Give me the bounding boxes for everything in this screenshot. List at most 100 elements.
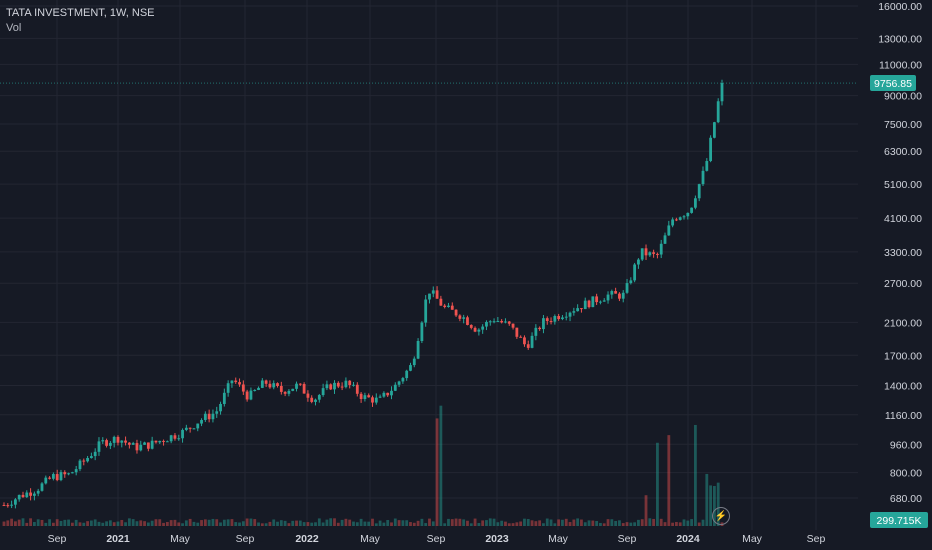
volume-bar xyxy=(51,522,55,526)
time-tick-label: May xyxy=(742,533,763,545)
volume-bar xyxy=(454,518,458,526)
candle-body xyxy=(200,419,203,424)
volume-bar xyxy=(378,520,382,526)
volume-bar xyxy=(659,518,663,526)
volume-legend[interactable]: Vol xyxy=(6,22,22,34)
symbol-title[interactable]: TATA INVESTMENT, 1W, NSE xyxy=(6,7,155,19)
time-tick-label: 2023 xyxy=(485,533,509,545)
candle-body xyxy=(295,383,298,389)
candle-body xyxy=(675,219,678,221)
time-tick-label: Sep xyxy=(427,533,446,545)
candle-body xyxy=(17,494,21,500)
candle-body xyxy=(25,492,29,498)
candle-body xyxy=(321,388,325,396)
candles xyxy=(2,79,724,509)
volume-bar xyxy=(386,519,390,526)
candle-body xyxy=(40,483,44,491)
volume-bar xyxy=(443,523,447,526)
volume-bar xyxy=(359,518,363,526)
candle-body xyxy=(222,392,226,404)
volume-bar xyxy=(473,518,477,526)
candle-body xyxy=(162,440,165,442)
volume-bar xyxy=(526,519,530,526)
candle-body xyxy=(340,386,344,388)
volume-bar xyxy=(697,522,701,526)
candle-body xyxy=(667,225,671,236)
candle-body xyxy=(526,344,530,348)
volume-bar xyxy=(295,520,298,526)
volume-bar xyxy=(59,520,63,526)
volume-bar xyxy=(325,519,329,526)
candle-body xyxy=(507,321,511,324)
volume-bar xyxy=(226,519,230,526)
volume-bar xyxy=(701,519,705,526)
volume-bar xyxy=(249,518,253,526)
volume-bar xyxy=(70,522,74,526)
candle-body xyxy=(173,435,177,439)
candle-body xyxy=(249,390,253,400)
volume-bar xyxy=(675,521,678,526)
volume-bar xyxy=(648,518,652,526)
candle-body xyxy=(287,390,291,394)
last-price-label: 9756.85 xyxy=(874,78,912,90)
candle-body xyxy=(458,315,462,319)
candle-body xyxy=(530,335,534,348)
volume-bar xyxy=(150,520,154,526)
volume-bar xyxy=(302,522,306,526)
candle-body xyxy=(298,383,302,385)
candle-body xyxy=(131,443,135,445)
volume-bar xyxy=(207,519,211,526)
volume-bar xyxy=(32,522,36,526)
volume-bar xyxy=(409,522,412,526)
volume-bar xyxy=(234,522,238,526)
candle-body xyxy=(386,392,390,396)
candle-body xyxy=(314,399,317,402)
volume-bar xyxy=(215,519,219,526)
candle-body xyxy=(74,469,78,473)
candle-body xyxy=(390,390,393,396)
grid xyxy=(0,0,858,530)
volume-bar xyxy=(219,522,222,526)
price-tick-label: 13000.00 xyxy=(878,33,922,45)
volume-bar xyxy=(44,522,48,526)
volume-bar xyxy=(568,522,572,526)
volume-bar xyxy=(146,522,150,526)
candle-body xyxy=(184,427,188,430)
time-axis[interactable]: Sep 2021 May Sep 2022 May Sep 2023 May Sep 2024 May… xyxy=(48,533,826,545)
price-axis[interactable]: 16000.00 13000.00 11000.00 9000.00 7500.00 63… xyxy=(878,1,922,505)
candle-body xyxy=(602,300,606,302)
volume-bar xyxy=(336,522,340,526)
volume-bar xyxy=(644,495,648,526)
candle-body xyxy=(317,395,321,400)
candle-body xyxy=(538,327,542,330)
price-tick-label: 800.00 xyxy=(890,468,922,480)
candle-body xyxy=(549,321,553,323)
candle-body xyxy=(283,391,287,394)
candle-body xyxy=(462,317,466,319)
volume-bar xyxy=(314,522,317,526)
candle-body xyxy=(519,336,523,338)
candle-body xyxy=(401,378,405,382)
volume-bar xyxy=(89,520,93,526)
volume-bar xyxy=(447,518,450,526)
volume-bar xyxy=(393,518,397,526)
candle-body xyxy=(564,316,568,318)
volume-bar xyxy=(238,522,241,526)
candle-body xyxy=(443,305,447,307)
time-tick-label: Sep xyxy=(48,533,67,545)
candle-body xyxy=(264,380,268,384)
candle-body xyxy=(124,440,127,443)
candle-body xyxy=(572,311,576,313)
volume-bar xyxy=(610,519,614,526)
candle-body xyxy=(469,324,473,328)
candle-body xyxy=(211,413,215,420)
volume-bar xyxy=(97,521,101,526)
volume-bar xyxy=(671,522,675,526)
candle-body xyxy=(116,436,120,443)
candle-body xyxy=(496,321,500,323)
volume-bar xyxy=(348,519,352,526)
lightning-icon[interactable]: ⚡ xyxy=(712,507,730,525)
volume-bar xyxy=(614,520,618,526)
candle-body xyxy=(374,397,378,403)
